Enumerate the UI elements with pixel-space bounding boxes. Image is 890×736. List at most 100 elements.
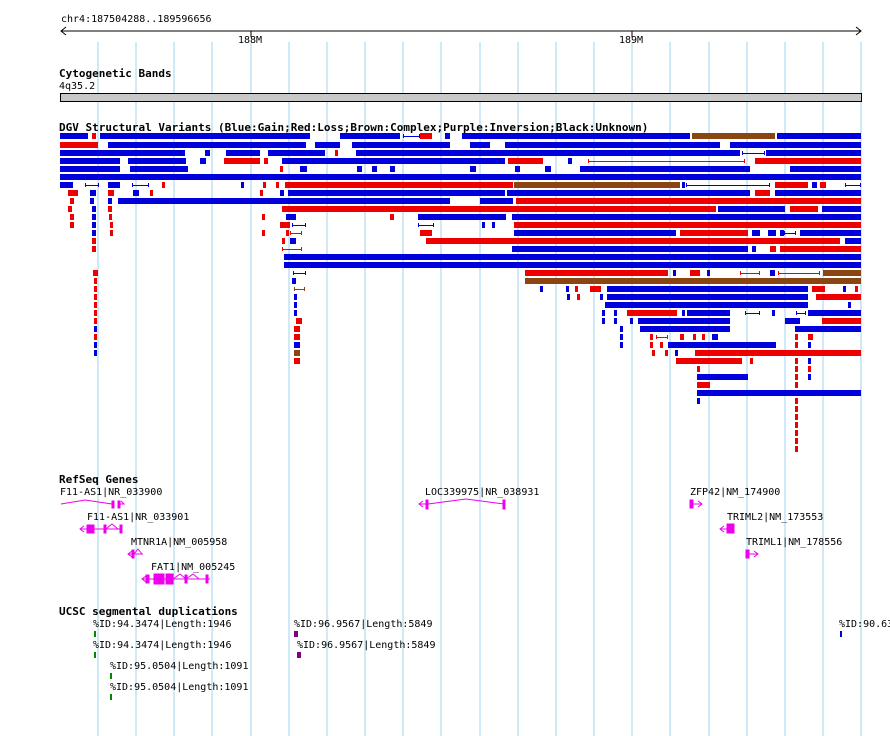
dgv-variant-feature[interactable] — [567, 294, 570, 300]
dgv-variant-feature[interactable] — [630, 318, 633, 324]
dgv-variant-feature[interactable] — [680, 334, 684, 340]
dgv-variant-feature[interactable] — [276, 182, 279, 188]
dgv-variant-feature[interactable] — [707, 270, 710, 276]
dgv-variant-feature[interactable] — [282, 158, 505, 164]
segdup-mark[interactable] — [297, 652, 301, 658]
dgv-variant-feature[interactable] — [470, 142, 490, 148]
dgv-variant-feature[interactable] — [357, 166, 362, 172]
dgv-variant-feature[interactable] — [280, 222, 290, 228]
dgv-variant-feature[interactable] — [60, 133, 88, 139]
dgv-variant-feature[interactable] — [264, 158, 268, 164]
dgv-variant-feature[interactable] — [795, 326, 861, 332]
gene-label-loc339975[interactable]: LOC339975|NR_038931 — [425, 487, 540, 498]
dgv-variant-feature[interactable] — [823, 270, 861, 276]
dgv-variant-feature[interactable] — [290, 238, 296, 244]
dgv-variant-feature[interactable] — [94, 278, 97, 284]
dgv-variant-feature[interactable] — [292, 278, 296, 284]
dgv-variant-feature[interactable] — [294, 326, 300, 332]
dgv-variant-feature[interactable] — [516, 198, 861, 204]
dgv-variant-feature[interactable] — [730, 142, 861, 148]
dgv-variant-feature[interactable] — [294, 334, 300, 340]
dgv-variant-feature[interactable] — [795, 342, 798, 348]
dgv-variant-feature[interactable] — [426, 238, 840, 244]
dgv-variant-feature[interactable] — [260, 190, 263, 196]
dgv-variant-feature[interactable] — [93, 270, 98, 276]
dgv-variant-feature[interactable] — [226, 150, 260, 156]
dgv-variant-feature[interactable] — [620, 334, 623, 340]
dgv-variant-feature[interactable] — [110, 230, 113, 236]
dgv-variant-feature[interactable] — [285, 182, 513, 188]
dgv-variant-feature[interactable] — [300, 166, 307, 172]
dgv-variant-feature[interactable] — [855, 286, 858, 292]
dgv-variant-feature[interactable] — [795, 382, 798, 388]
dgv-variant-feature[interactable] — [755, 190, 770, 196]
dgv-variant-feature[interactable] — [795, 374, 798, 380]
dgv-variant-feature[interactable] — [282, 206, 716, 212]
dgv-variant-span[interactable] — [85, 183, 99, 187]
dgv-variant-feature[interactable] — [94, 334, 97, 340]
dgv-variant-feature[interactable] — [692, 133, 775, 139]
dgv-variant-feature[interactable] — [294, 358, 300, 364]
dgv-variant-feature[interactable] — [70, 198, 74, 204]
dgv-variant-feature[interactable] — [775, 190, 861, 196]
dgv-variant-span[interactable] — [745, 311, 760, 315]
dgv-variant-feature[interactable] — [280, 166, 283, 172]
dgv-variant-feature[interactable] — [752, 230, 760, 236]
dgv-variant-feature[interactable] — [800, 230, 861, 236]
dgv-variant-feature[interactable] — [60, 182, 73, 188]
dgv-variant-feature[interactable] — [94, 350, 97, 356]
dgv-variant-feature[interactable] — [514, 182, 680, 188]
dgv-variant-feature[interactable] — [372, 166, 377, 172]
dgv-variant-feature[interactable] — [262, 214, 265, 220]
dgv-variant-feature[interactable] — [508, 158, 543, 164]
dgv-variant-span[interactable] — [778, 271, 820, 275]
dgv-variant-feature[interactable] — [808, 374, 811, 380]
segdup-mark[interactable] — [94, 631, 96, 637]
dgv-variant-feature[interactable] — [108, 206, 112, 212]
dgv-variant-feature[interactable] — [492, 222, 495, 228]
dgv-variant-feature[interactable] — [795, 358, 798, 364]
dgv-variant-feature[interactable] — [577, 294, 580, 300]
dgv-variant-span[interactable] — [294, 287, 305, 291]
dgv-variant-feature[interactable] — [110, 222, 113, 228]
dgv-variant-feature[interactable] — [614, 310, 617, 316]
dgv-variant-feature[interactable] — [790, 166, 861, 172]
dgv-variant-feature[interactable] — [480, 198, 513, 204]
dgv-variant-feature[interactable] — [702, 334, 705, 340]
dgv-variant-feature[interactable] — [108, 142, 306, 148]
dgv-variant-feature[interactable] — [848, 302, 851, 308]
dgv-variant-feature[interactable] — [808, 366, 811, 372]
dgv-variant-feature[interactable] — [162, 182, 165, 188]
dgv-variant-feature[interactable] — [282, 238, 285, 244]
dgv-variant-feature[interactable] — [808, 342, 811, 348]
dgv-variant-feature[interactable] — [94, 326, 97, 332]
dgv-variant-feature[interactable] — [94, 310, 97, 316]
dgv-variant-feature[interactable] — [109, 214, 112, 220]
gene-model-f11-as1-nr033901[interactable] — [79, 523, 123, 534]
dgv-variant-feature[interactable] — [92, 222, 96, 228]
gene-model-mtnr1a[interactable] — [127, 548, 143, 559]
dgv-variant-feature[interactable] — [777, 133, 861, 139]
dgv-variant-feature[interactable] — [315, 142, 340, 148]
dgv-variant-feature[interactable] — [650, 342, 653, 348]
dgv-variant-feature[interactable] — [780, 230, 784, 236]
dgv-variant-feature[interactable] — [816, 294, 861, 300]
dgv-variant-feature[interactable] — [682, 310, 685, 316]
dgv-variant-feature[interactable] — [60, 166, 120, 172]
dgv-variant-feature[interactable] — [575, 286, 578, 292]
segdup-mark[interactable] — [94, 652, 96, 658]
dgv-variant-feature[interactable] — [770, 246, 776, 252]
dgv-variant-feature[interactable] — [335, 150, 338, 156]
dgv-variant-feature[interactable] — [680, 230, 748, 236]
dgv-variant-feature[interactable] — [660, 342, 663, 348]
dgv-variant-feature[interactable] — [795, 398, 798, 404]
dgv-variant-span[interactable] — [588, 159, 745, 163]
dgv-variant-feature[interactable] — [766, 150, 861, 156]
gene-label-mtnr1a[interactable]: MTNR1A|NM_005958 — [131, 537, 228, 548]
dgv-variant-span[interactable] — [282, 247, 302, 251]
dgv-variant-feature[interactable] — [525, 278, 861, 284]
dgv-variant-feature[interactable] — [108, 190, 114, 196]
dgv-variant-feature[interactable] — [288, 190, 505, 196]
dgv-variant-feature[interactable] — [752, 246, 756, 252]
dgv-variant-feature[interactable] — [92, 133, 96, 139]
